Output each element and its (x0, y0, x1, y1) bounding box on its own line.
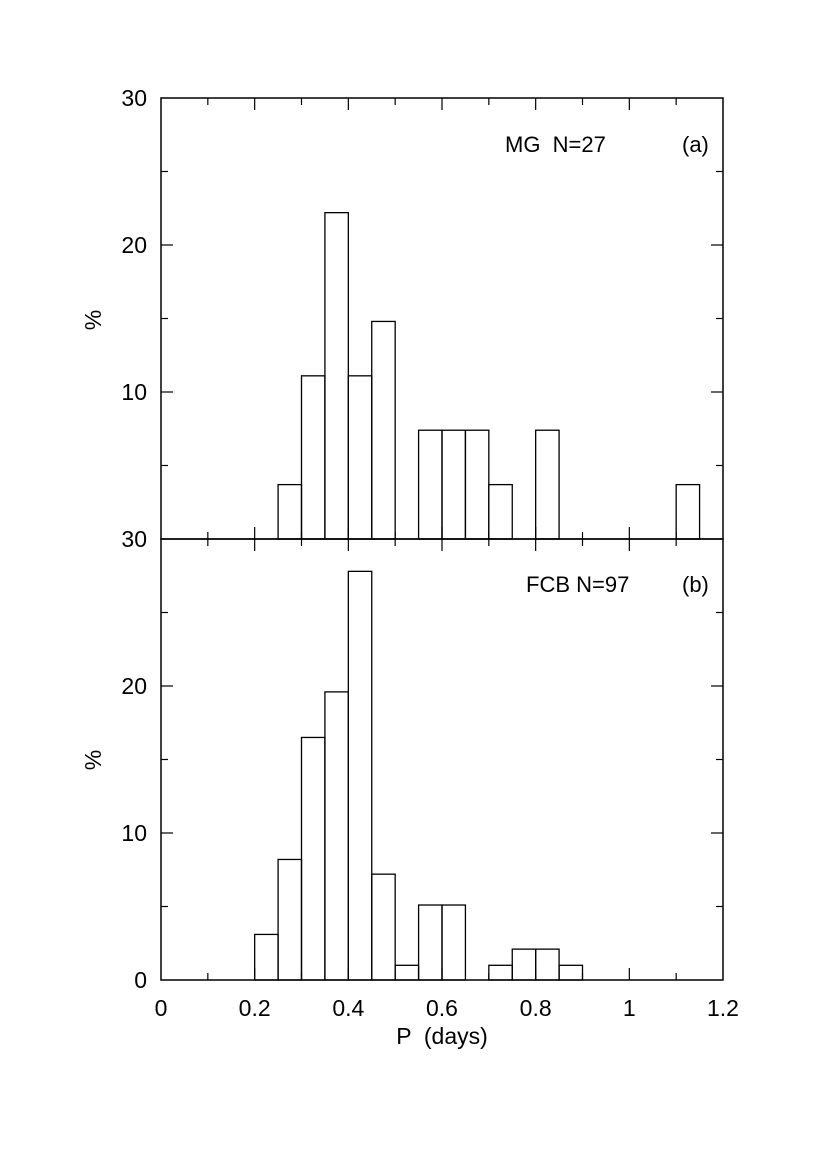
y-tick-label-bottom: 30 (121, 526, 147, 552)
panel-b-bar (535, 948, 560, 981)
panel-b-annotation: FCB N=97 (526, 572, 629, 597)
panel-a-bar (441, 429, 467, 540)
panel-a: 10 20 30 30 % MG N=27 (a) (80, 85, 724, 552)
panel-b-y-axis-label: % (80, 750, 106, 770)
x-tick-label: 1.2 (707, 995, 739, 1021)
x-tick-label: 0.2 (239, 995, 271, 1021)
panel-b-bar (441, 904, 467, 981)
x-tick-label: 0.8 (520, 995, 552, 1021)
panel-a-bar (347, 375, 373, 540)
panel-b-bar (511, 948, 537, 981)
panel-a-bar (277, 483, 303, 540)
x-tick-label: 0 (155, 995, 168, 1021)
panel-a-annotation: MG N=27 (505, 132, 606, 157)
panel-b-y-tick-labels: 0 10 20 (121, 673, 147, 993)
panel-b-bar (347, 570, 373, 981)
panel-b-bar (488, 964, 513, 981)
panel-b-bar (371, 873, 396, 981)
panel-a-bar (464, 429, 490, 540)
panel-a-bar (324, 212, 349, 540)
panel-b-panel-label: (b) (682, 572, 709, 597)
panel-b-x-axis-label: P (days) (396, 1023, 488, 1049)
panel-b-bar (254, 933, 279, 981)
panel-b-bar (277, 858, 303, 981)
panel-a-bar (417, 429, 443, 540)
x-tick-label: 1 (623, 995, 636, 1021)
panel-b-x-tick-labels: 0 0.2 0.4 0.6 0.8 1 1.2 (155, 995, 739, 1021)
panel-b-bars (254, 570, 584, 981)
panel-b-bar (394, 964, 420, 981)
panel-a-panel-label: (a) (682, 132, 709, 157)
y-tick-label: 20 (121, 673, 147, 699)
y-tick-label: 30 (121, 85, 147, 111)
panel-a-y-axis-label: % (80, 310, 106, 330)
x-tick-label: 0.6 (426, 995, 458, 1021)
y-tick-label: 0 (134, 967, 147, 993)
panel-a-y-tick-labels: 10 20 30 30 (121, 85, 147, 552)
y-tick-label: 10 (121, 820, 147, 846)
panel-b-bar (417, 904, 443, 981)
panel-a-bar (300, 375, 326, 540)
panel-b-bar (324, 691, 349, 981)
panel-a-bar (488, 483, 513, 540)
y-tick-label: 10 (121, 379, 147, 405)
x-tick-label: 0.4 (332, 995, 364, 1021)
panel-a-bar (371, 320, 396, 540)
panel-b: 0 10 20 0 0.2 0.4 0.6 0.8 1 1.2 % P (days) FCB N… (80, 538, 739, 1049)
panel-b-bar (300, 736, 326, 981)
y-tick-label: 20 (121, 232, 147, 258)
panel-a-bar (675, 483, 701, 540)
panel-a-bars (277, 212, 701, 540)
panel-b-bar (558, 964, 584, 981)
panel-a-bar (535, 429, 560, 540)
